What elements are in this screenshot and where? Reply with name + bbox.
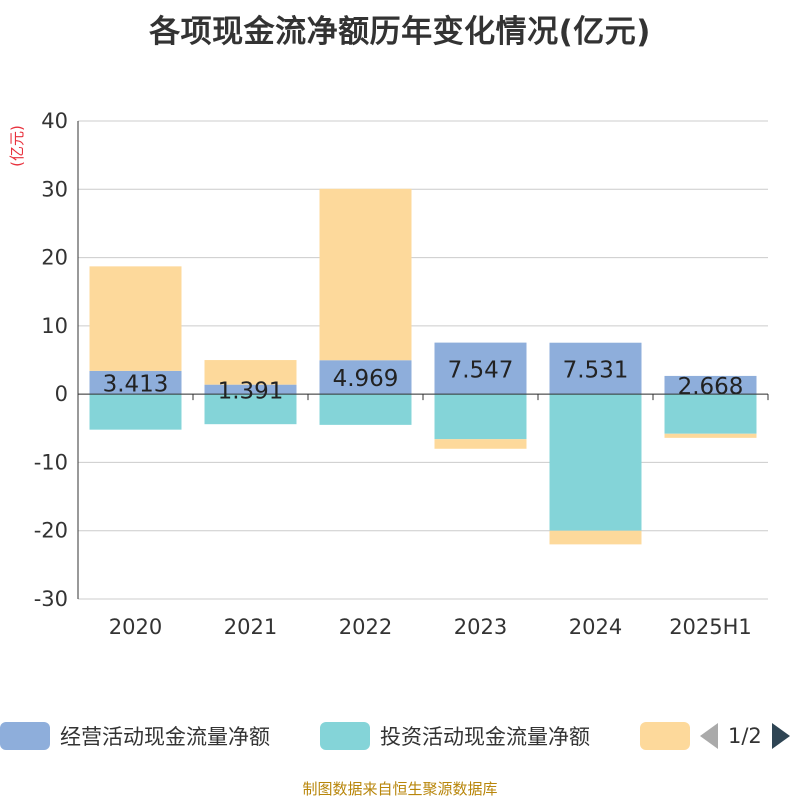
bar-series2-2024 (549, 394, 642, 531)
y-tick-label: 10 (41, 314, 68, 338)
legend-pager: 1/2 (700, 718, 790, 754)
bar-series3-2021 (204, 360, 297, 385)
legend: 经营活动现金流量净额 投资活动现金流量净额 1/2 (0, 718, 800, 754)
data-label: 2.668 (678, 374, 744, 400)
bar-series1-2023 (434, 342, 527, 395)
data-label: 3.413 (103, 371, 169, 397)
bar-series1-2022 (319, 360, 412, 395)
legend-page-indicator: 1/2 (728, 724, 762, 748)
x-tick-label: 2020 (109, 615, 162, 639)
bar-series2-2025H1 (664, 394, 757, 434)
y-tick-label: -10 (34, 450, 68, 474)
bar-series3-2023 (434, 439, 527, 449)
legend-label-investing: 投资活动现金流量净额 (380, 725, 590, 749)
legend-item-financing[interactable] (640, 718, 690, 754)
legend-swatch-investing (320, 722, 370, 750)
bar-series2-2020 (89, 394, 182, 430)
bar-series3-2025H1 (664, 433, 757, 438)
x-tick-label: 2024 (569, 615, 622, 639)
chart-title: 各项现金流净额历年变化情况(亿元) (149, 14, 651, 50)
legend-swatch-operating (0, 722, 50, 750)
x-tick-label: 2025H1 (669, 615, 752, 639)
bar-series2-2022 (319, 394, 412, 425)
y-tick-label: -20 (34, 519, 68, 543)
legend-item-investing[interactable]: 投资活动现金流量净额 (320, 718, 590, 754)
bar-series3-2024 (549, 530, 642, 545)
y-tick-label: -30 (34, 587, 68, 611)
legend-label-operating: 经营活动现金流量净额 (60, 725, 270, 749)
data-label: 4.969 (333, 366, 399, 392)
data-source-note: 制图数据来自恒生聚源数据库 (302, 780, 498, 798)
bar-series2-2023 (434, 394, 527, 440)
bar-series3-2020 (89, 266, 182, 371)
y-tick-label: 40 (41, 109, 68, 133)
bar-series2-2021 (204, 394, 297, 425)
bar-series3-2022 (319, 188, 412, 361)
bar-series1-2024 (549, 342, 642, 395)
data-label: 7.531 (563, 357, 629, 383)
bar-series1-2025H1 (664, 375, 757, 395)
bar-series1-2021 (204, 384, 297, 395)
x-tick-label: 2022 (339, 615, 392, 639)
legend-item-operating[interactable]: 经营活动现金流量净额 (0, 718, 270, 754)
data-label: 1.391 (218, 378, 284, 404)
y-tick-label: 20 (41, 246, 68, 270)
y-tick-label: 0 (55, 382, 68, 406)
x-tick-label: 2023 (454, 615, 507, 639)
y-tick-label: 30 (41, 177, 68, 201)
legend-swatch-financing (640, 722, 690, 750)
prev-page-icon[interactable] (700, 723, 718, 749)
chart-plot: -30 -20 -10 0 10 20 30 40 (亿元) 2020 2021 2022 2023 20… (8, 109, 769, 639)
bar-series1-2020 (89, 370, 182, 395)
next-page-icon[interactable] (771, 723, 790, 749)
data-label: 7.547 (448, 357, 514, 383)
y-axis-unit-label: (亿元) (8, 125, 26, 167)
x-tick-label: 2021 (224, 615, 277, 639)
